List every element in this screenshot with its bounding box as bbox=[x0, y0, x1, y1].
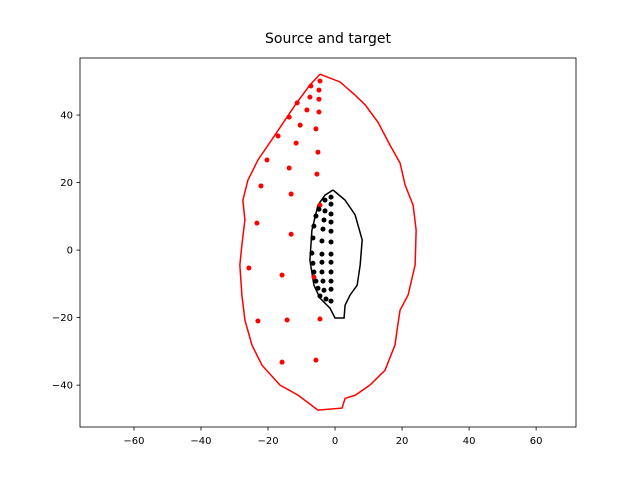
outline bbox=[239, 73, 417, 411]
point bbox=[279, 272, 285, 278]
point bbox=[328, 259, 334, 265]
x-tick-label: 40 bbox=[463, 436, 476, 447]
point bbox=[328, 219, 334, 225]
point bbox=[320, 226, 326, 232]
x-tick-label: −40 bbox=[190, 436, 211, 447]
point bbox=[316, 206, 322, 212]
point bbox=[328, 298, 334, 304]
point bbox=[311, 269, 317, 275]
y-tick-label: 40 bbox=[60, 111, 73, 122]
y-tick-label: 20 bbox=[60, 178, 73, 189]
point bbox=[321, 217, 327, 223]
point bbox=[315, 149, 321, 155]
y-tick-label: −40 bbox=[52, 381, 73, 392]
point bbox=[293, 140, 299, 146]
point bbox=[255, 318, 261, 324]
point bbox=[313, 213, 319, 219]
point bbox=[317, 316, 323, 322]
point bbox=[254, 220, 260, 226]
y-tick-label: −20 bbox=[52, 313, 73, 324]
point bbox=[258, 183, 264, 189]
point bbox=[328, 194, 334, 200]
point bbox=[319, 259, 325, 265]
point bbox=[313, 278, 319, 284]
x-tick-label: 0 bbox=[332, 436, 338, 447]
point bbox=[315, 285, 321, 291]
point bbox=[319, 238, 325, 244]
point bbox=[328, 201, 334, 207]
point bbox=[246, 265, 252, 271]
x-tick-label: 20 bbox=[396, 436, 409, 447]
plot-frame bbox=[79, 57, 577, 428]
x-tick-label: −20 bbox=[257, 436, 278, 447]
point bbox=[317, 78, 323, 84]
x-tick-label: −60 bbox=[123, 436, 144, 447]
chart-title: Source and target bbox=[265, 31, 391, 47]
point bbox=[311, 223, 317, 229]
point bbox=[309, 250, 315, 256]
point bbox=[319, 269, 325, 275]
point bbox=[328, 269, 334, 275]
point bbox=[313, 126, 319, 132]
point bbox=[320, 278, 326, 284]
point bbox=[310, 235, 316, 241]
point bbox=[286, 114, 292, 120]
point bbox=[322, 197, 328, 203]
point bbox=[328, 278, 334, 284]
point bbox=[328, 211, 334, 217]
point bbox=[275, 133, 281, 139]
point bbox=[313, 357, 319, 363]
y-tick-label: 0 bbox=[67, 246, 73, 257]
point bbox=[316, 109, 322, 115]
point bbox=[317, 293, 323, 299]
point bbox=[319, 251, 325, 257]
point bbox=[286, 165, 292, 171]
x-tick-label: 60 bbox=[530, 436, 543, 447]
point bbox=[328, 239, 334, 245]
point bbox=[279, 359, 285, 365]
point bbox=[323, 296, 329, 302]
point bbox=[304, 107, 310, 113]
point bbox=[311, 274, 317, 280]
point bbox=[316, 96, 322, 102]
point bbox=[288, 231, 294, 237]
point bbox=[322, 208, 328, 214]
point bbox=[317, 202, 323, 208]
point bbox=[288, 191, 294, 197]
point bbox=[284, 317, 290, 323]
point bbox=[264, 157, 270, 163]
point bbox=[316, 87, 322, 93]
point bbox=[308, 83, 314, 89]
point bbox=[328, 286, 334, 292]
point bbox=[328, 251, 334, 257]
point bbox=[307, 94, 313, 100]
point bbox=[310, 260, 316, 266]
point bbox=[321, 287, 327, 293]
point bbox=[297, 122, 303, 128]
point bbox=[314, 171, 320, 177]
point bbox=[294, 100, 300, 106]
point bbox=[328, 228, 334, 234]
